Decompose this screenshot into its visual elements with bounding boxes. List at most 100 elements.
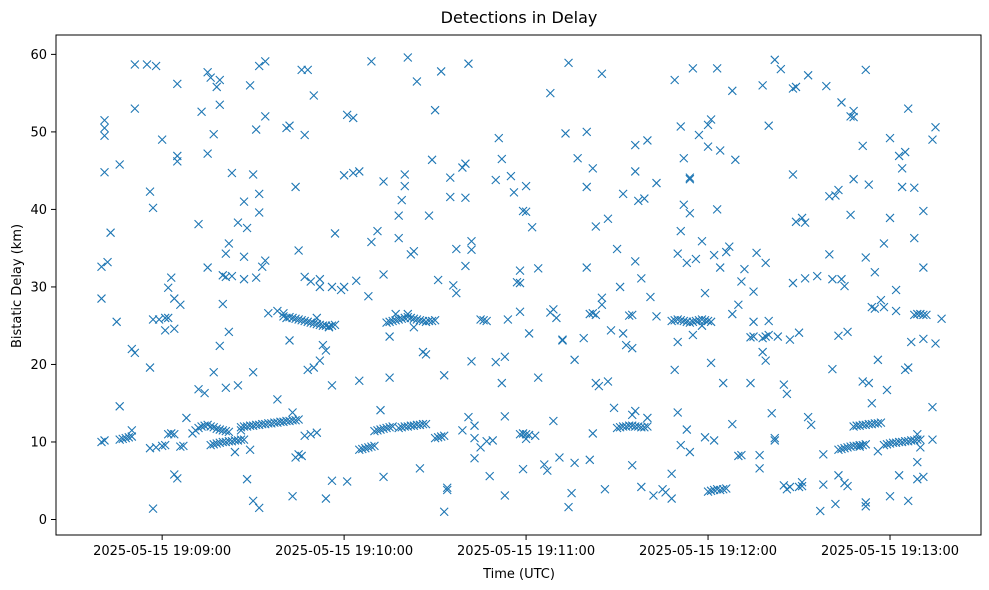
y-axis: 0 10 20 30 40 50 60: [30, 48, 56, 528]
data-point: [834, 470, 843, 480]
data-point: [797, 481, 807, 491]
data-point: [527, 222, 537, 232]
data-point: [215, 341, 225, 351]
data-point: [385, 332, 394, 341]
data-point: [673, 337, 683, 347]
data-point: [718, 378, 728, 388]
data-point: [542, 466, 552, 476]
data-point: [97, 294, 106, 303]
data-point: [718, 484, 728, 494]
data-point: [458, 163, 467, 172]
data-point: [627, 460, 637, 470]
data-point: [700, 432, 710, 442]
data-point: [403, 309, 413, 319]
data-point: [828, 274, 837, 284]
data-point: [491, 357, 501, 367]
data-point: [685, 174, 695, 184]
data-point: [497, 154, 507, 164]
data-point: [879, 239, 889, 248]
data-point: [870, 267, 880, 277]
data-point: [840, 281, 849, 291]
data-point: [145, 187, 155, 196]
data-point: [169, 429, 179, 439]
data-point: [685, 173, 695, 183]
data-point: [370, 441, 379, 451]
data-point: [646, 292, 655, 302]
data-point: [703, 316, 713, 326]
data-point: [733, 300, 743, 310]
data-point: [403, 53, 413, 62]
data-point: [367, 237, 376, 247]
data-point: [215, 75, 225, 85]
data-point: [627, 310, 637, 320]
data-point: [670, 75, 680, 85]
data-point: [903, 104, 913, 114]
data-point: [166, 429, 176, 438]
data-point: [260, 256, 270, 265]
data-point: [172, 151, 182, 161]
data-point: [370, 426, 379, 436]
data-point: [315, 356, 325, 365]
data-point: [673, 315, 683, 324]
data-point: [230, 447, 240, 457]
data-point: [500, 491, 510, 500]
data-point: [461, 193, 470, 203]
data-point: [451, 288, 461, 298]
data-point: [782, 389, 792, 399]
data-point: [652, 178, 661, 188]
data-point: [497, 378, 507, 388]
data-point: [794, 328, 804, 338]
data-point: [630, 406, 640, 416]
data-point: [518, 464, 528, 474]
data-point: [639, 422, 649, 432]
data-point: [397, 314, 407, 324]
data-point: [218, 425, 228, 435]
data-point: [737, 450, 746, 460]
data-point: [157, 135, 167, 145]
data-point: [912, 457, 922, 467]
data-point: [785, 335, 795, 345]
data-point: [242, 223, 252, 233]
data-point: [461, 261, 470, 271]
data-point: [500, 352, 510, 362]
data-point: [597, 293, 607, 303]
data-point: [870, 304, 880, 314]
data-point: [254, 503, 264, 513]
data-point: [127, 344, 137, 354]
data-point: [749, 287, 758, 296]
data-point: [873, 418, 883, 428]
data-point: [567, 488, 576, 498]
data-point: [846, 112, 855, 121]
data-point: [194, 219, 203, 229]
data-point: [363, 291, 373, 301]
data-point: [245, 80, 255, 90]
data-point: [697, 236, 707, 246]
data-point: [770, 433, 780, 443]
data-point: [385, 317, 394, 327]
data-point: [612, 423, 622, 433]
data-point: [169, 470, 179, 479]
data-point: [397, 195, 407, 205]
data-point: [709, 250, 719, 260]
data-point: [433, 432, 443, 442]
data-point: [797, 477, 807, 487]
data-point: [800, 218, 810, 227]
data-point: [409, 314, 419, 324]
data-point: [937, 314, 946, 324]
data-point: [800, 274, 810, 283]
data-point: [206, 440, 216, 450]
data-point: [412, 315, 422, 324]
data-point: [818, 480, 828, 490]
data-point: [885, 213, 895, 223]
data-point: [679, 316, 689, 326]
data-point: [815, 506, 825, 516]
data-point: [861, 501, 871, 511]
data-point: [303, 65, 313, 75]
data-point: [297, 315, 307, 325]
data-point: [388, 422, 398, 431]
data-point: [400, 181, 410, 191]
x-axis: 2025-05-15 19:09:00 2025-05-15 19:10:00 20…: [93, 535, 959, 559]
data-point: [439, 370, 449, 380]
data-point: [912, 474, 922, 484]
